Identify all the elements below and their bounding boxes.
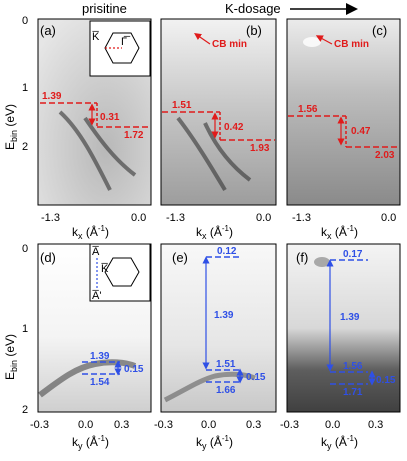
inset-k-label: K̅	[92, 31, 100, 43]
d-x-tick-2: 0.3	[114, 419, 129, 431]
bottom-y-tick-2: 2	[22, 404, 28, 416]
a-x-tick-1: 0.0	[131, 212, 146, 224]
e-delta: 0.15	[246, 372, 266, 383]
inset-brillouin-zone-bottom: A̅ A̅' K̅	[89, 243, 151, 302]
panel-label-c: (c)	[372, 23, 387, 38]
bottom-y-tick-0: 0	[22, 243, 28, 255]
e-upper: 1.51	[216, 359, 236, 370]
bottom-y-tick-1: 1	[22, 323, 28, 335]
panel-label-b: (b)	[246, 23, 262, 38]
c-x-label: kx (Å-1)	[321, 224, 358, 241]
e-x-tick-0: -0.3	[154, 419, 173, 431]
cb-min-label-c: CB min	[334, 39, 369, 50]
b-delta: 0.42	[224, 122, 244, 133]
panel-c	[286, 18, 401, 206]
e-x-tick-1: 0.0	[201, 419, 216, 431]
bottom-y-axis-label: Ebin (eV)	[3, 334, 19, 380]
e-cb: 0.12	[217, 246, 237, 257]
a-upper: 1.39	[42, 91, 62, 102]
d-delta: 0.15	[124, 364, 144, 375]
f-upper: 1.56	[343, 361, 363, 372]
d-x-tick-0: -0.3	[30, 419, 49, 431]
c-lower: 2.03	[375, 150, 395, 161]
e-lower: 1.66	[216, 385, 236, 396]
f-x-tick-0: -0.3	[280, 419, 299, 431]
annot-d: 1.39 1.54 0.15	[82, 351, 144, 388]
f-cb: 0.17	[343, 249, 363, 260]
panel-label-e: (e)	[172, 250, 188, 265]
c-delta: 0.47	[351, 126, 371, 137]
top-y-tick-1: 1	[22, 82, 28, 94]
panel-label-f: (f)	[296, 250, 308, 265]
cb-min-arrow-b	[194, 32, 211, 45]
a-delta: 0.31	[100, 112, 120, 123]
e-cb-gap: 1.39	[214, 310, 234, 321]
a-x-tick-0: -1.3	[41, 212, 60, 224]
f-lower: 1.71	[343, 387, 363, 398]
annot-c: 1.56 0.47 2.03	[288, 104, 399, 161]
f-x-tick-1: 0.0	[325, 419, 340, 431]
annot-b: 1.51 0.42 1.93	[162, 100, 275, 154]
d-lower: 1.54	[90, 377, 110, 388]
cb-min-arrow-c	[315, 35, 333, 45]
annot-e: 0.12 1.39 1.51 1.66 0.15	[202, 246, 266, 396]
f-x-label: ky (Å-1)	[321, 434, 358, 451]
inset-brillouin-zone-top: K̅ Γ̅	[89, 20, 151, 77]
cb-min-label-b: CB min	[212, 39, 247, 50]
panel-e	[160, 243, 277, 413]
header-k-dosage: K-dosage	[225, 1, 281, 16]
d-x-label: ky (Å-1)	[72, 434, 109, 451]
inset-a2-label: A̅'	[92, 290, 102, 302]
header-pristine: prisitine	[82, 1, 127, 16]
panel-label-d: (d)	[40, 250, 56, 265]
d-x-tick-1: 0.0	[78, 419, 93, 431]
f-delta: 0.15	[376, 375, 396, 386]
b-x-label: kx (Å-1)	[196, 224, 233, 241]
c-x-tick-1: 0.0	[381, 212, 396, 224]
panel-label-a: (a)	[40, 23, 56, 38]
f-cb-gap: 1.39	[340, 312, 360, 323]
c-x-tick-0: -1.3	[292, 212, 311, 224]
b-x-tick-1: 0.0	[256, 212, 271, 224]
e-x-tick-2: 0.3	[246, 419, 261, 431]
annot-f: 0.17 1.39 1.56 1.71 0.15	[326, 249, 396, 398]
a-x-label: kx (Å-1)	[72, 224, 109, 241]
top-y-axis-label: Ebin (eV)	[3, 104, 19, 150]
b-x-tick-0: -1.3	[166, 212, 185, 224]
top-y-tick-2: 2	[22, 141, 28, 153]
e-x-label: ky (Å-1)	[196, 434, 233, 451]
f-x-tick-2: 0.3	[368, 419, 383, 431]
inset-a-label: A̅	[92, 246, 100, 258]
a-lower: 1.72	[124, 130, 144, 141]
d-upper: 1.39	[90, 351, 110, 362]
inset-k-label-bottom: K̅	[101, 263, 109, 275]
inset-gamma-label: Γ̅	[121, 36, 131, 48]
top-y-tick-0: 0	[22, 15, 28, 27]
b-upper: 1.51	[172, 100, 192, 111]
c-upper: 1.56	[298, 104, 318, 115]
b-lower: 1.93	[250, 143, 270, 154]
annot-a: 1.39 0.31 1.72	[40, 91, 150, 141]
